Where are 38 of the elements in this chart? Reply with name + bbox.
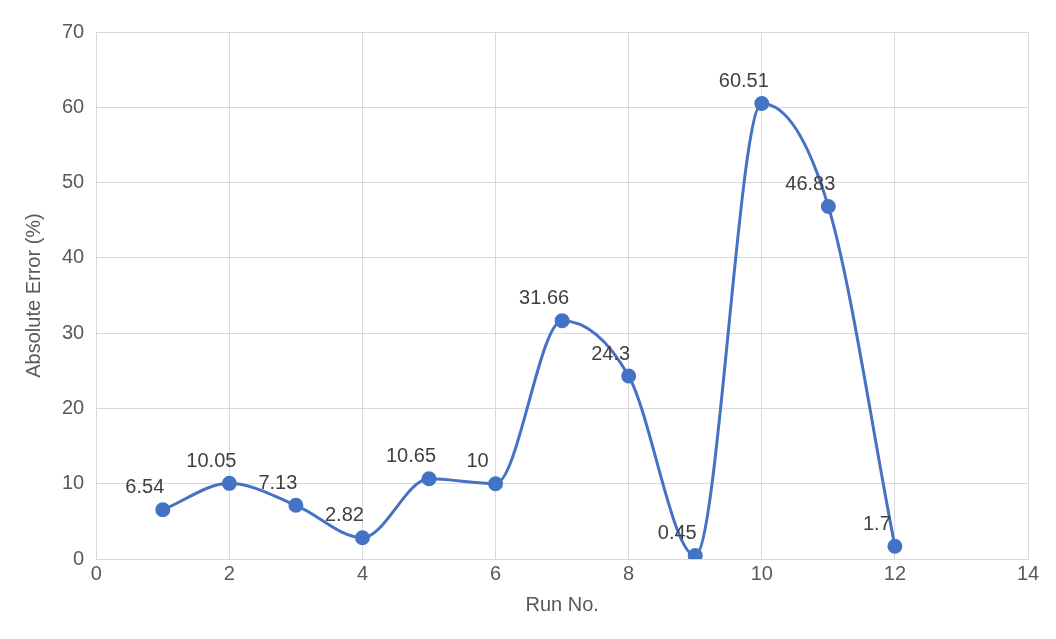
y-tick-label: 20 [62, 395, 85, 418]
y-tick-label: 0 [73, 546, 85, 569]
data-label: 10 [466, 449, 489, 472]
x-tick-label: 0 [90, 561, 102, 584]
data-label: 7.13 [258, 470, 298, 493]
y-tick-label: 10 [62, 471, 85, 494]
y-tick-label: 50 [62, 170, 85, 193]
point [887, 538, 903, 554]
x-axis-title: Run No. [525, 592, 599, 615]
x-tick-label: 8 [623, 561, 635, 584]
point [288, 497, 304, 513]
point [554, 313, 570, 329]
x-tick-label: 12 [883, 561, 907, 584]
point [754, 95, 770, 111]
y-tick-label: 60 [62, 94, 85, 117]
point [820, 198, 836, 214]
y-axis-title: Absolute Error (%) [21, 213, 44, 378]
y-tick-label: 40 [62, 245, 85, 268]
x-tick-label: 10 [750, 561, 773, 584]
data-label: 60.51 [718, 68, 769, 91]
x-tick-label: 14 [1016, 561, 1040, 584]
data-label: 31.66 [519, 286, 570, 309]
point [155, 502, 171, 518]
data-label: 10.05 [186, 448, 237, 471]
data-label: 6.54 [125, 475, 165, 498]
x-tick-label: 6 [490, 561, 502, 584]
point [354, 530, 370, 546]
y-tick-label: 70 [62, 19, 85, 42]
data-label: 10.65 [385, 444, 437, 467]
y-tick-label: 30 [62, 320, 85, 343]
point [488, 476, 504, 492]
point [621, 368, 637, 384]
data-label: 2.82 [324, 503, 364, 526]
data-label: 1.7 [862, 511, 891, 534]
point [221, 475, 237, 491]
x-tick-label: 2 [223, 561, 235, 584]
point [421, 471, 437, 487]
x-tick-label: 4 [356, 561, 369, 584]
